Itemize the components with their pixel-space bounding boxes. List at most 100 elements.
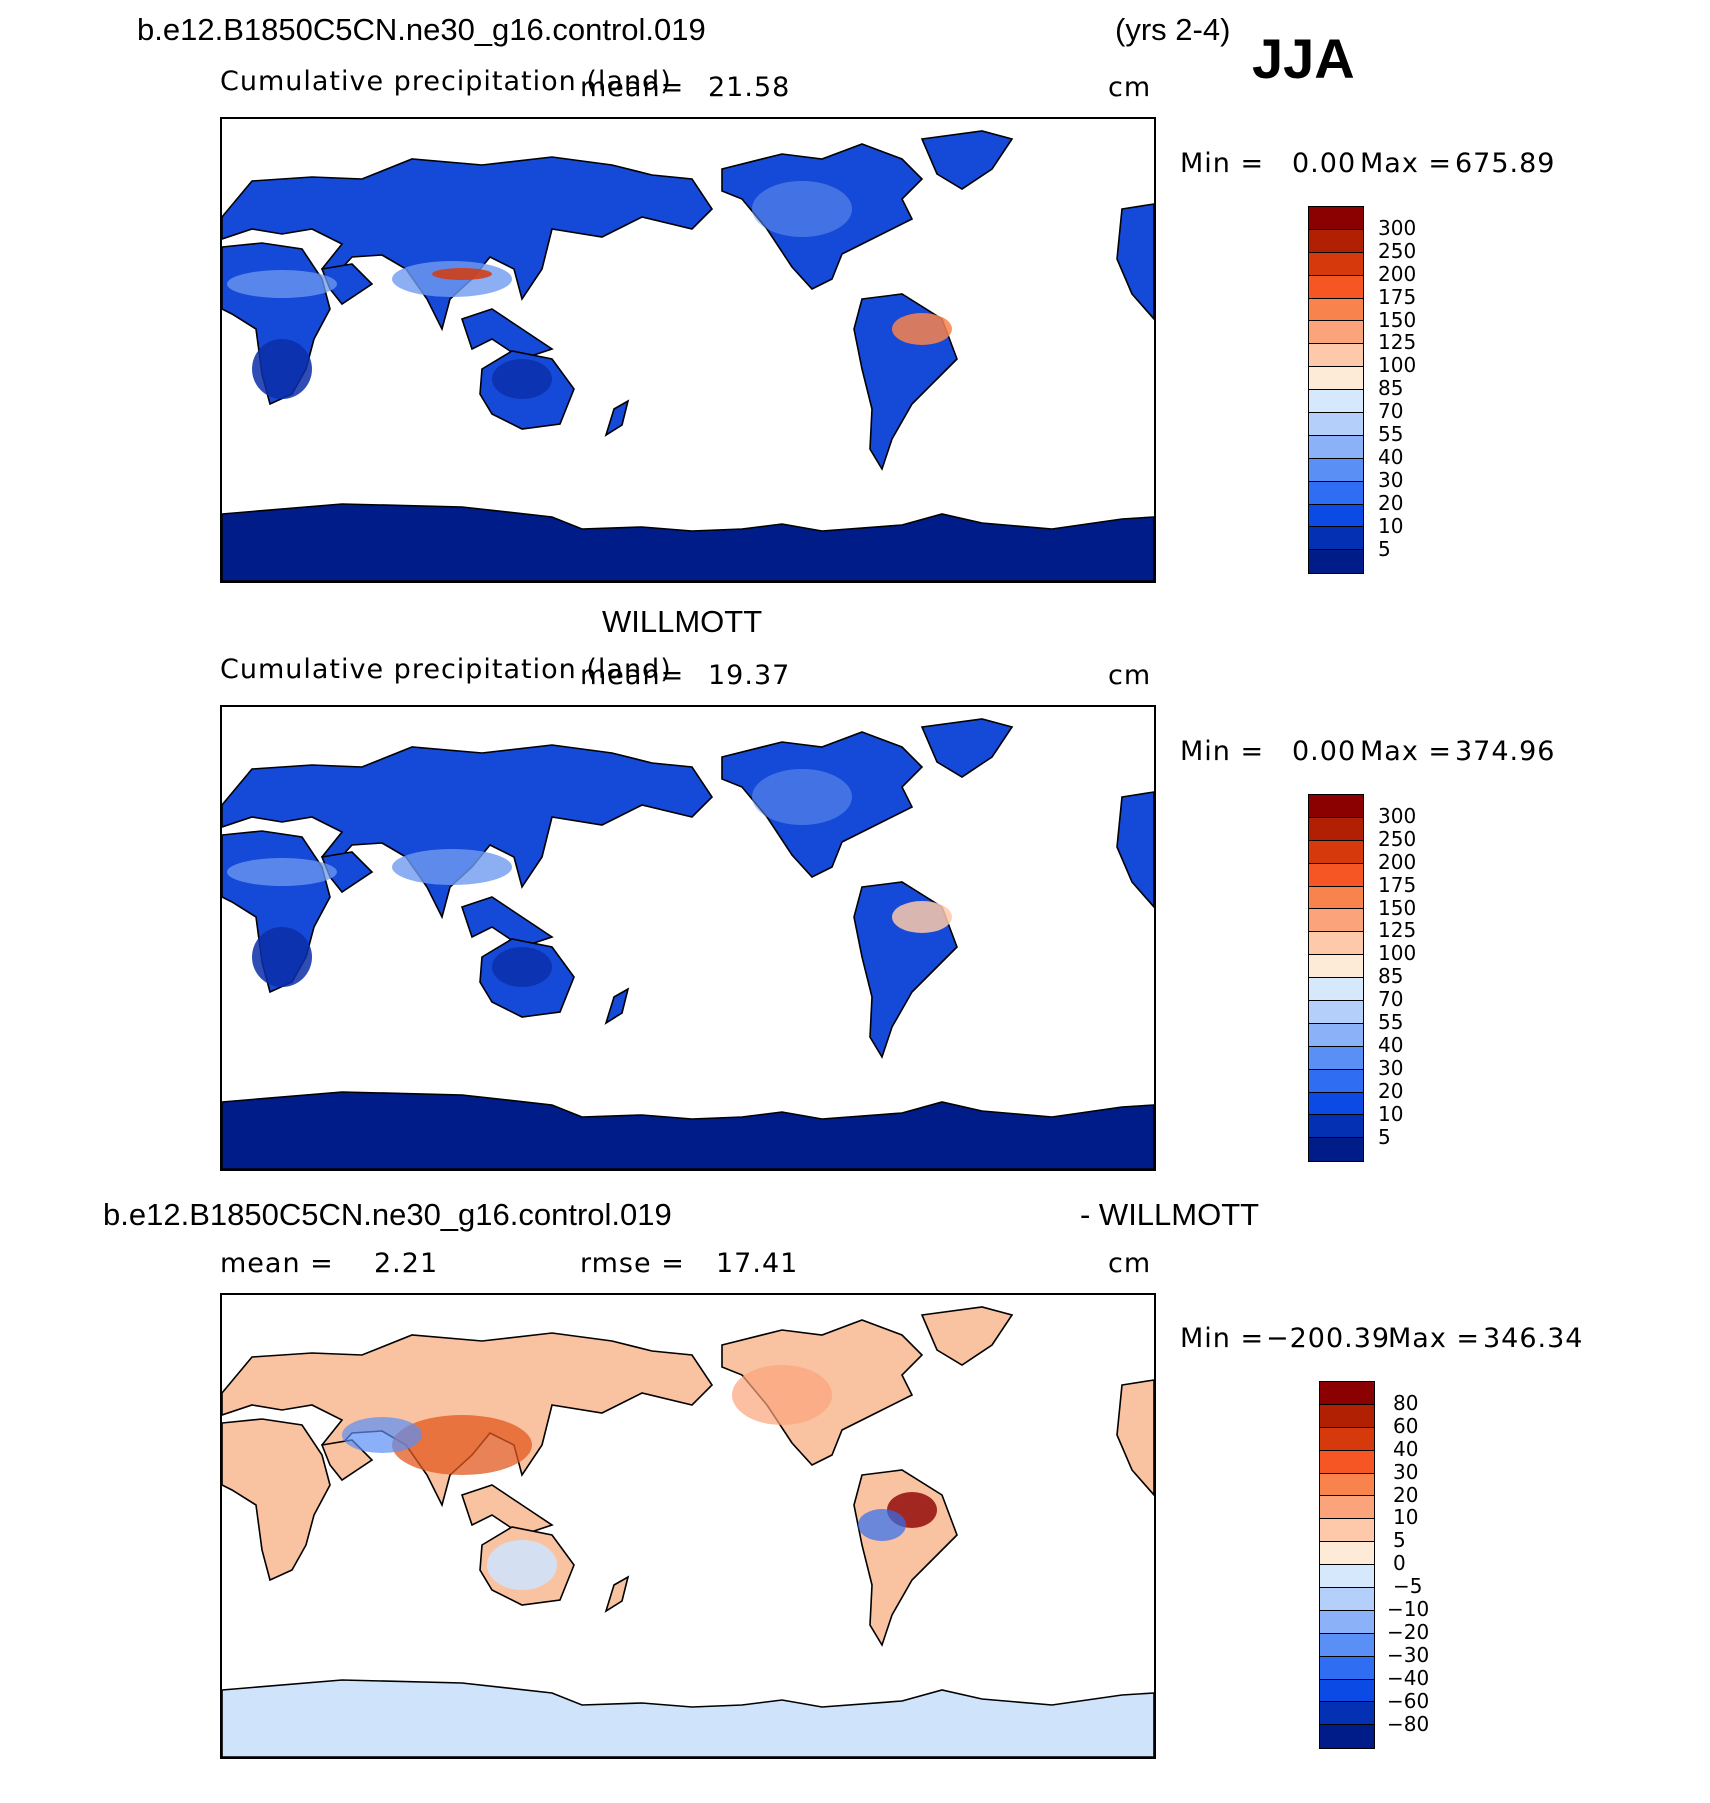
colorbar-tick-label: 100 <box>1378 941 1417 966</box>
colorbar-tick-label: 70 <box>1378 399 1404 424</box>
colorbar-tick-label: 40 <box>1393 1436 1419 1461</box>
colorbar-cell <box>1309 481 1363 505</box>
wet-region <box>392 849 512 885</box>
greenland-landmass <box>920 130 1014 190</box>
colorbar-cell <box>1309 978 1363 1002</box>
colorbar-tick-label: 10 <box>1378 1101 1404 1126</box>
negative-anomaly-region <box>487 1540 557 1590</box>
map-panel-model <box>220 117 1156 583</box>
colorbar-tick-label: −20 <box>1387 1619 1430 1644</box>
colorbar-cell <box>1309 1001 1363 1024</box>
panel1-mean-label: mean= <box>580 72 685 103</box>
colorbar-tick-label: 10 <box>1378 513 1404 538</box>
dry-region <box>252 339 312 399</box>
colorbar-model <box>1308 206 1364 575</box>
eurasia-landmass <box>222 744 714 920</box>
colorbar-cell <box>1309 1115 1363 1139</box>
wet-region <box>227 270 337 298</box>
colorbar-cell <box>1320 1473 1374 1497</box>
colorbar-cell <box>1320 1588 1374 1611</box>
panel3-rmse-label: rmse = <box>580 1248 685 1279</box>
colorbar-cell <box>1309 435 1363 459</box>
eurasia-landmass <box>222 156 714 332</box>
panel2-mean-value: 19.37 <box>708 660 791 691</box>
colorbar-tick-label: 250 <box>1378 238 1417 263</box>
map-obs <box>222 718 1154 1169</box>
greenland-landmass <box>920 718 1014 778</box>
panel1-min-value: 0.00 <box>1292 148 1357 179</box>
panel2-min-label: Min = <box>1180 736 1265 767</box>
panel1-max-label: Max = <box>1360 148 1453 179</box>
colorbar-cell <box>1309 1138 1363 1162</box>
colorbar-diff <box>1319 1381 1375 1750</box>
panel3-mean-label: mean = <box>220 1248 334 1279</box>
colorbar-tick-label: 125 <box>1378 918 1417 943</box>
colorbar-tick-label: 60 <box>1393 1413 1419 1438</box>
colorbar-tick-label: 5 <box>1378 1124 1391 1149</box>
colorbar-obs <box>1308 794 1364 1163</box>
panel3-min-label: Min = <box>1180 1323 1265 1354</box>
new-zealand-island <box>604 399 630 437</box>
colorbar-tick-label: 85 <box>1378 376 1404 401</box>
colorbar-tick-label: 80 <box>1393 1390 1419 1415</box>
se-asia-islands <box>460 1484 554 1536</box>
colorbar-cell <box>1320 1702 1374 1726</box>
colorbar-tick-label: 10 <box>1393 1505 1419 1530</box>
wet-region <box>892 901 952 933</box>
europe-africa-west-edge <box>1116 203 1154 321</box>
panel2-mean-label: mean= <box>580 660 685 691</box>
greenland-landmass <box>920 1306 1014 1366</box>
colorbar-cell <box>1320 1450 1374 1474</box>
positive-anomaly-region <box>732 1365 832 1425</box>
wet-region <box>432 268 492 280</box>
colorbar-cell <box>1309 321 1363 345</box>
panel2-max-value: 374.96 <box>1455 736 1556 767</box>
panel2-units: cm <box>1108 660 1152 691</box>
panel3-units: cm <box>1108 1248 1152 1279</box>
colorbar-cell <box>1320 1679 1374 1703</box>
colorbar-cell <box>1320 1633 1374 1657</box>
colorbar-tick-label: 200 <box>1378 261 1417 286</box>
colorbar-cell <box>1320 1542 1374 1566</box>
colorbar-tick-label: 250 <box>1378 826 1417 851</box>
colorbar-tick-label: 20 <box>1378 1078 1404 1103</box>
africa-landmass <box>222 1418 331 1582</box>
dry-region <box>252 927 312 987</box>
colorbar-cell <box>1320 1725 1374 1749</box>
panel2-variable: Cumulative precipitation (land) <box>220 654 672 685</box>
panel3-rmse-value: 17.41 <box>716 1248 799 1279</box>
colorbar-cell <box>1309 795 1363 818</box>
antarctica-landmass <box>222 1091 1154 1169</box>
se-asia-islands <box>460 308 554 360</box>
map-model <box>222 130 1154 581</box>
panel1-variable: Cumulative precipitation (land) <box>220 66 672 97</box>
colorbar-cell <box>1309 504 1363 528</box>
europe-africa-west-edge <box>1116 1379 1154 1497</box>
antarctica-landmass <box>222 1679 1154 1757</box>
antarctica-landmass <box>222 503 1154 581</box>
negative-anomaly-region <box>858 1509 906 1541</box>
colorbar-cell <box>1309 1046 1363 1070</box>
colorbar-cell <box>1309 817 1363 841</box>
colorbar-cell <box>1320 1519 1374 1543</box>
colorbar-tick-label: 175 <box>1378 284 1417 309</box>
colorbar-tick-label: 100 <box>1378 353 1417 378</box>
panel2-min-value: 0.00 <box>1292 736 1357 767</box>
colorbar-cell <box>1309 840 1363 864</box>
colorbar-tick-label: −10 <box>1387 1597 1430 1621</box>
colorbar-tick-label: 5 <box>1378 536 1391 561</box>
new-zealand-island <box>604 1575 630 1613</box>
colorbar-cell <box>1309 1069 1363 1093</box>
colorbar-tick-label: 55 <box>1378 1010 1404 1034</box>
panel2-max-label: Max = <box>1360 736 1453 767</box>
colorbar-cell <box>1309 527 1363 551</box>
colorbar-cell <box>1309 229 1363 253</box>
panel1-max-value: 675.89 <box>1455 148 1556 179</box>
map-panel-diff <box>220 1293 1156 1759</box>
colorbar-cell <box>1309 413 1363 436</box>
se-asia-islands <box>460 896 554 948</box>
panel1-min-label: Min = <box>1180 148 1265 179</box>
colorbar-cell <box>1309 390 1363 414</box>
map-panel-obs <box>220 705 1156 1171</box>
colorbar-tick-label: −30 <box>1387 1642 1430 1667</box>
